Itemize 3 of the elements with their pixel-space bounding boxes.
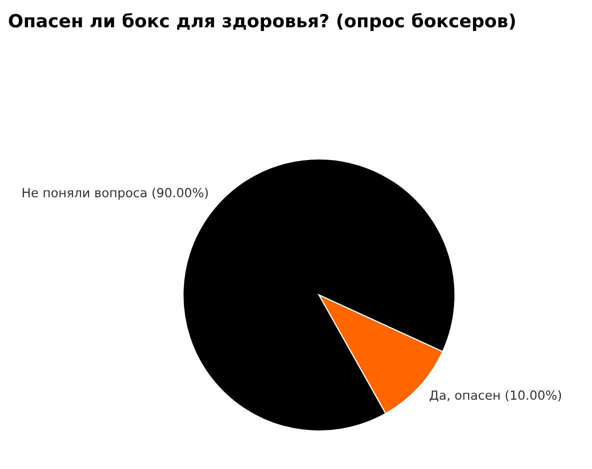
slice-label: Да, опасен (10.00%) xyxy=(430,390,562,402)
slice-label: Не поняли вопроса (90.00%) xyxy=(22,188,208,200)
chart-title: Опасен ли бокс для здоровья? (опрос боксеров) xyxy=(8,12,515,32)
